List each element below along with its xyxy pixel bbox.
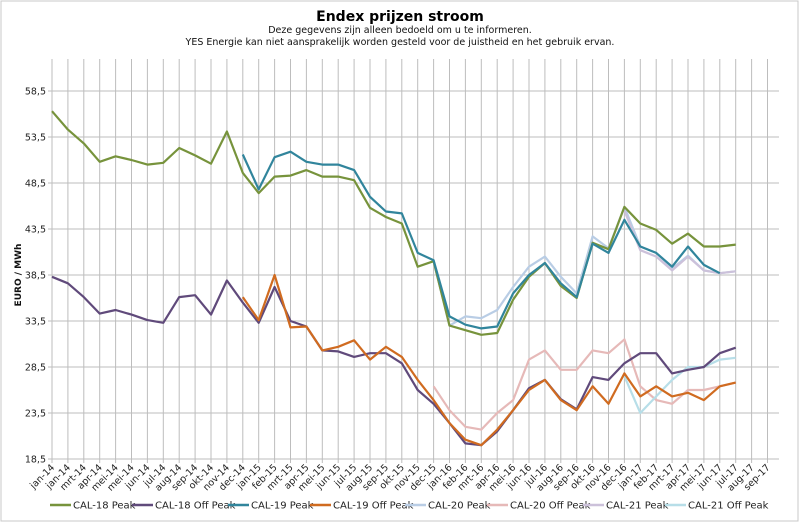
series-line-cal-21-off-peak (623, 356, 736, 415)
legend-label: CAL-18 Off Peak (155, 501, 236, 512)
series-line-cal-18-off-peak (51, 275, 737, 447)
y-tick-label: 48,5 (25, 179, 46, 190)
series-line-cal-18-peak (51, 110, 736, 336)
legend-item: CAL-18 Off Peak (132, 501, 236, 512)
y-tick-label: 53,5 (25, 133, 46, 144)
legend-label: CAL-18 Peak (73, 501, 136, 512)
legend-label: CAL-21 Off Peak (688, 501, 769, 512)
chart-subtitle-1: Deze gegevens zijn alleen bedoeld om u t… (268, 25, 532, 36)
legend-item: CAL-20 Peak (405, 501, 491, 512)
y-tick-label: 38,5 (25, 271, 46, 282)
legend-item: CAL-19 Off Peak (310, 501, 414, 512)
chart-title: Endex prijzen stroom (316, 9, 484, 25)
y-tick-label: 28,5 (25, 363, 46, 374)
series-lines (51, 110, 737, 447)
y-tick-label: 33,5 (25, 317, 46, 328)
series-line-cal-19-off-peak (241, 273, 736, 447)
chart-subtitle-2: YES Energie kan niet aansprakelijk worde… (185, 37, 615, 48)
legend-label: CAL-19 Peak (251, 501, 314, 512)
y-axis-ticks: 18,5 23,5 28,5 33,5 38,5 43,5 48,5 53,5 58,5 (25, 87, 46, 466)
series-line-cal-19-peak (241, 150, 721, 330)
legend-item: CAL-18 Peak (50, 501, 136, 512)
legend-label: CAL-19 Off Peak (333, 501, 414, 512)
legend-label: CAL-21 Peak (606, 501, 669, 512)
legend-label: CAL-20 Off Peak (510, 501, 591, 512)
legend-item: CAL-21 Off Peak (665, 501, 769, 512)
legend-label: CAL-20 Peak (428, 501, 491, 512)
legend: CAL-18 Peak CAL-18 Off Peak CAL-19 Peak CAL… (50, 501, 769, 512)
y-tick-label: 23,5 (25, 409, 46, 420)
y-tick-label: 43,5 (25, 225, 46, 236)
y-tick-label: 58,5 (25, 87, 46, 98)
y-axis-label: EURO / MWh (14, 244, 24, 307)
legend-item: CAL-20 Off Peak (487, 501, 591, 512)
y-tick-label: 18,5 (25, 455, 46, 466)
legend-item: CAL-19 Peak (228, 501, 314, 512)
legend-item: CAL-21 Peak (583, 501, 669, 512)
